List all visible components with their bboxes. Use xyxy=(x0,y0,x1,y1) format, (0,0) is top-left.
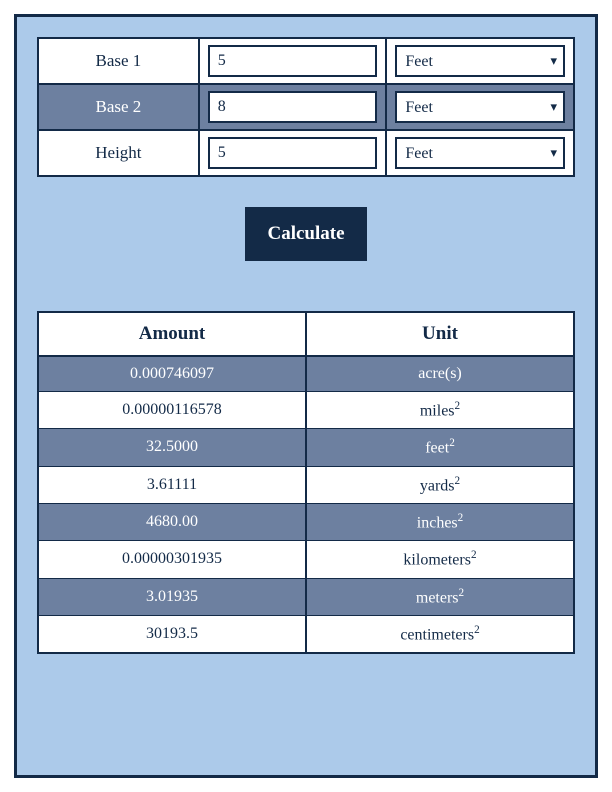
table-row: 0.00000301935kilometers2 xyxy=(38,541,574,578)
input-value-cell xyxy=(199,130,387,176)
unit-cell: centimeters2 xyxy=(306,615,574,653)
value-input[interactable] xyxy=(208,137,378,169)
unit-cell: yards2 xyxy=(306,466,574,503)
unit-cell: feet2 xyxy=(306,429,574,466)
col-amount: Amount xyxy=(38,312,306,356)
amount-cell: 3.01935 xyxy=(38,578,306,615)
input-table: Base 1 Feet Base 2 Feet Height Feet xyxy=(37,37,575,177)
select-wrap: Feet xyxy=(395,45,565,77)
calculate-wrap: Calculate xyxy=(37,207,575,261)
results-table: Amount Unit 0.000746097acre(s)0.00000116… xyxy=(37,311,575,654)
input-row: Base 2 Feet xyxy=(38,84,574,130)
table-row: 4680.00inches2 xyxy=(38,503,574,540)
input-row: Height Feet xyxy=(38,130,574,176)
unit-cell: acre(s) xyxy=(306,356,574,392)
select-wrap: Feet xyxy=(395,91,565,123)
input-label: Height xyxy=(38,130,199,176)
input-unit-cell: Feet xyxy=(386,38,574,84)
table-row: 0.00000116578miles2 xyxy=(38,392,574,429)
table-row: 32.5000feet2 xyxy=(38,429,574,466)
input-label: Base 1 xyxy=(38,38,199,84)
table-row: 3.01935meters2 xyxy=(38,578,574,615)
amount-cell: 4680.00 xyxy=(38,503,306,540)
value-input[interactable] xyxy=(208,91,378,123)
results-header-row: Amount Unit xyxy=(38,312,574,356)
amount-cell: 0.000746097 xyxy=(38,356,306,392)
amount-cell: 30193.5 xyxy=(38,615,306,653)
amount-cell: 32.5000 xyxy=(38,429,306,466)
unit-select[interactable]: Feet xyxy=(395,137,565,169)
amount-cell: 3.61111 xyxy=(38,466,306,503)
input-value-cell xyxy=(199,38,387,84)
unit-cell: miles2 xyxy=(306,392,574,429)
amount-cell: 0.00000301935 xyxy=(38,541,306,578)
input-value-cell xyxy=(199,84,387,130)
calculate-button[interactable]: Calculate xyxy=(245,207,366,261)
unit-select[interactable]: Feet xyxy=(395,45,565,77)
input-unit-cell: Feet xyxy=(386,130,574,176)
input-row: Base 1 Feet xyxy=(38,38,574,84)
input-unit-cell: Feet xyxy=(386,84,574,130)
select-wrap: Feet xyxy=(395,137,565,169)
table-row: 3.61111yards2 xyxy=(38,466,574,503)
unit-cell: meters2 xyxy=(306,578,574,615)
input-label: Base 2 xyxy=(38,84,199,130)
value-input[interactable] xyxy=(208,45,378,77)
table-row: 0.000746097acre(s) xyxy=(38,356,574,392)
col-unit: Unit xyxy=(306,312,574,356)
table-row: 30193.5centimeters2 xyxy=(38,615,574,653)
unit-cell: inches2 xyxy=(306,503,574,540)
amount-cell: 0.00000116578 xyxy=(38,392,306,429)
unit-cell: kilometers2 xyxy=(306,541,574,578)
calculator-panel: Base 1 Feet Base 2 Feet Height Feet Calculate… xyxy=(14,14,598,778)
unit-select[interactable]: Feet xyxy=(395,91,565,123)
